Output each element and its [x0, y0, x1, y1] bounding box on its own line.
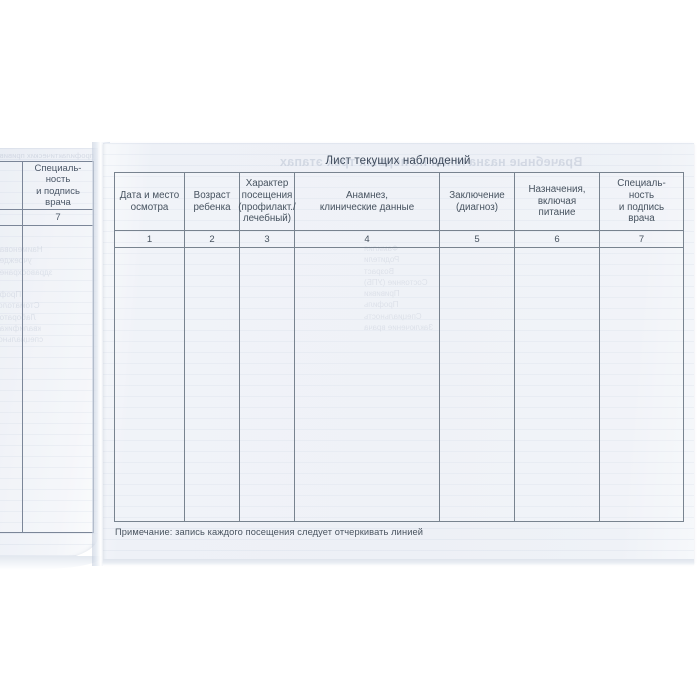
table-body-cell-4: [295, 248, 440, 521]
table-header-cell-4: Анамнез, клинические данные: [295, 173, 440, 230]
table-header-cell-2: Возраст ребенка: [185, 173, 240, 230]
table-number-cell-3: 3: [240, 231, 295, 247]
left-table-header-cell-6: ния,яе: [0, 162, 22, 209]
table-number-cell-5: 5: [440, 231, 515, 247]
left-table-number-row: 7: [0, 210, 93, 226]
table-number-cell-4: 4: [295, 231, 440, 247]
left-table-divider: [22, 226, 23, 532]
table-header-cell-1: Дата и место осмотра: [115, 173, 185, 230]
table-number-cell-1: 1: [115, 231, 185, 247]
table-note: Примечание: запись каждого посещения сле…: [115, 527, 424, 537]
table-body-cell-2: [185, 248, 240, 521]
right-page: Врачебные назначения на первых трех этап…: [103, 143, 694, 563]
table-body-cell-1: [115, 248, 185, 521]
left-table-header-cell-7: Специаль-ность и подпись врача: [34, 162, 82, 209]
table-header-cell-3: Характер посещения (профилакт./лечебный): [238, 173, 296, 230]
table-body-cell-6: [515, 248, 600, 521]
left-page: профилактических прививок Наименованиеуч…: [0, 148, 98, 563]
table-header-cell-6: Назначения, включая питание: [515, 173, 600, 230]
table-number-cell-2: 2: [185, 231, 240, 247]
table-header-row: Дата и место осмотра Возраст ребенка Харак…: [115, 173, 683, 231]
left-table-divider: [22, 162, 23, 209]
left-table-body: [0, 226, 93, 532]
table-body-empty-row: [115, 248, 683, 521]
table-body-cell-5: [440, 248, 515, 521]
table-number-cell-7: 7: [638, 233, 645, 245]
table-header-cell-5: Заключение (диагноз): [440, 173, 515, 230]
table-body-cell-7: [600, 248, 683, 521]
table-number-cell-6: 6: [515, 231, 600, 247]
left-table-divider: [22, 210, 23, 225]
page-title: Лист текущих наблюдений: [325, 155, 471, 167]
left-table-number-cell-7: 7: [55, 211, 61, 223]
paper-ruling-lines: [0, 148, 98, 563]
left-table-number-cell-6: [0, 210, 22, 225]
table-column-number-row: 1 2 3 4 5 6 7: [115, 231, 683, 248]
observation-table: Дата и место осмотра Возраст ребенка Харак…: [114, 172, 684, 522]
table-header-cell-7: Специаль-ность и подпись врача: [617, 178, 666, 225]
table-body-cell-3: [240, 248, 295, 521]
